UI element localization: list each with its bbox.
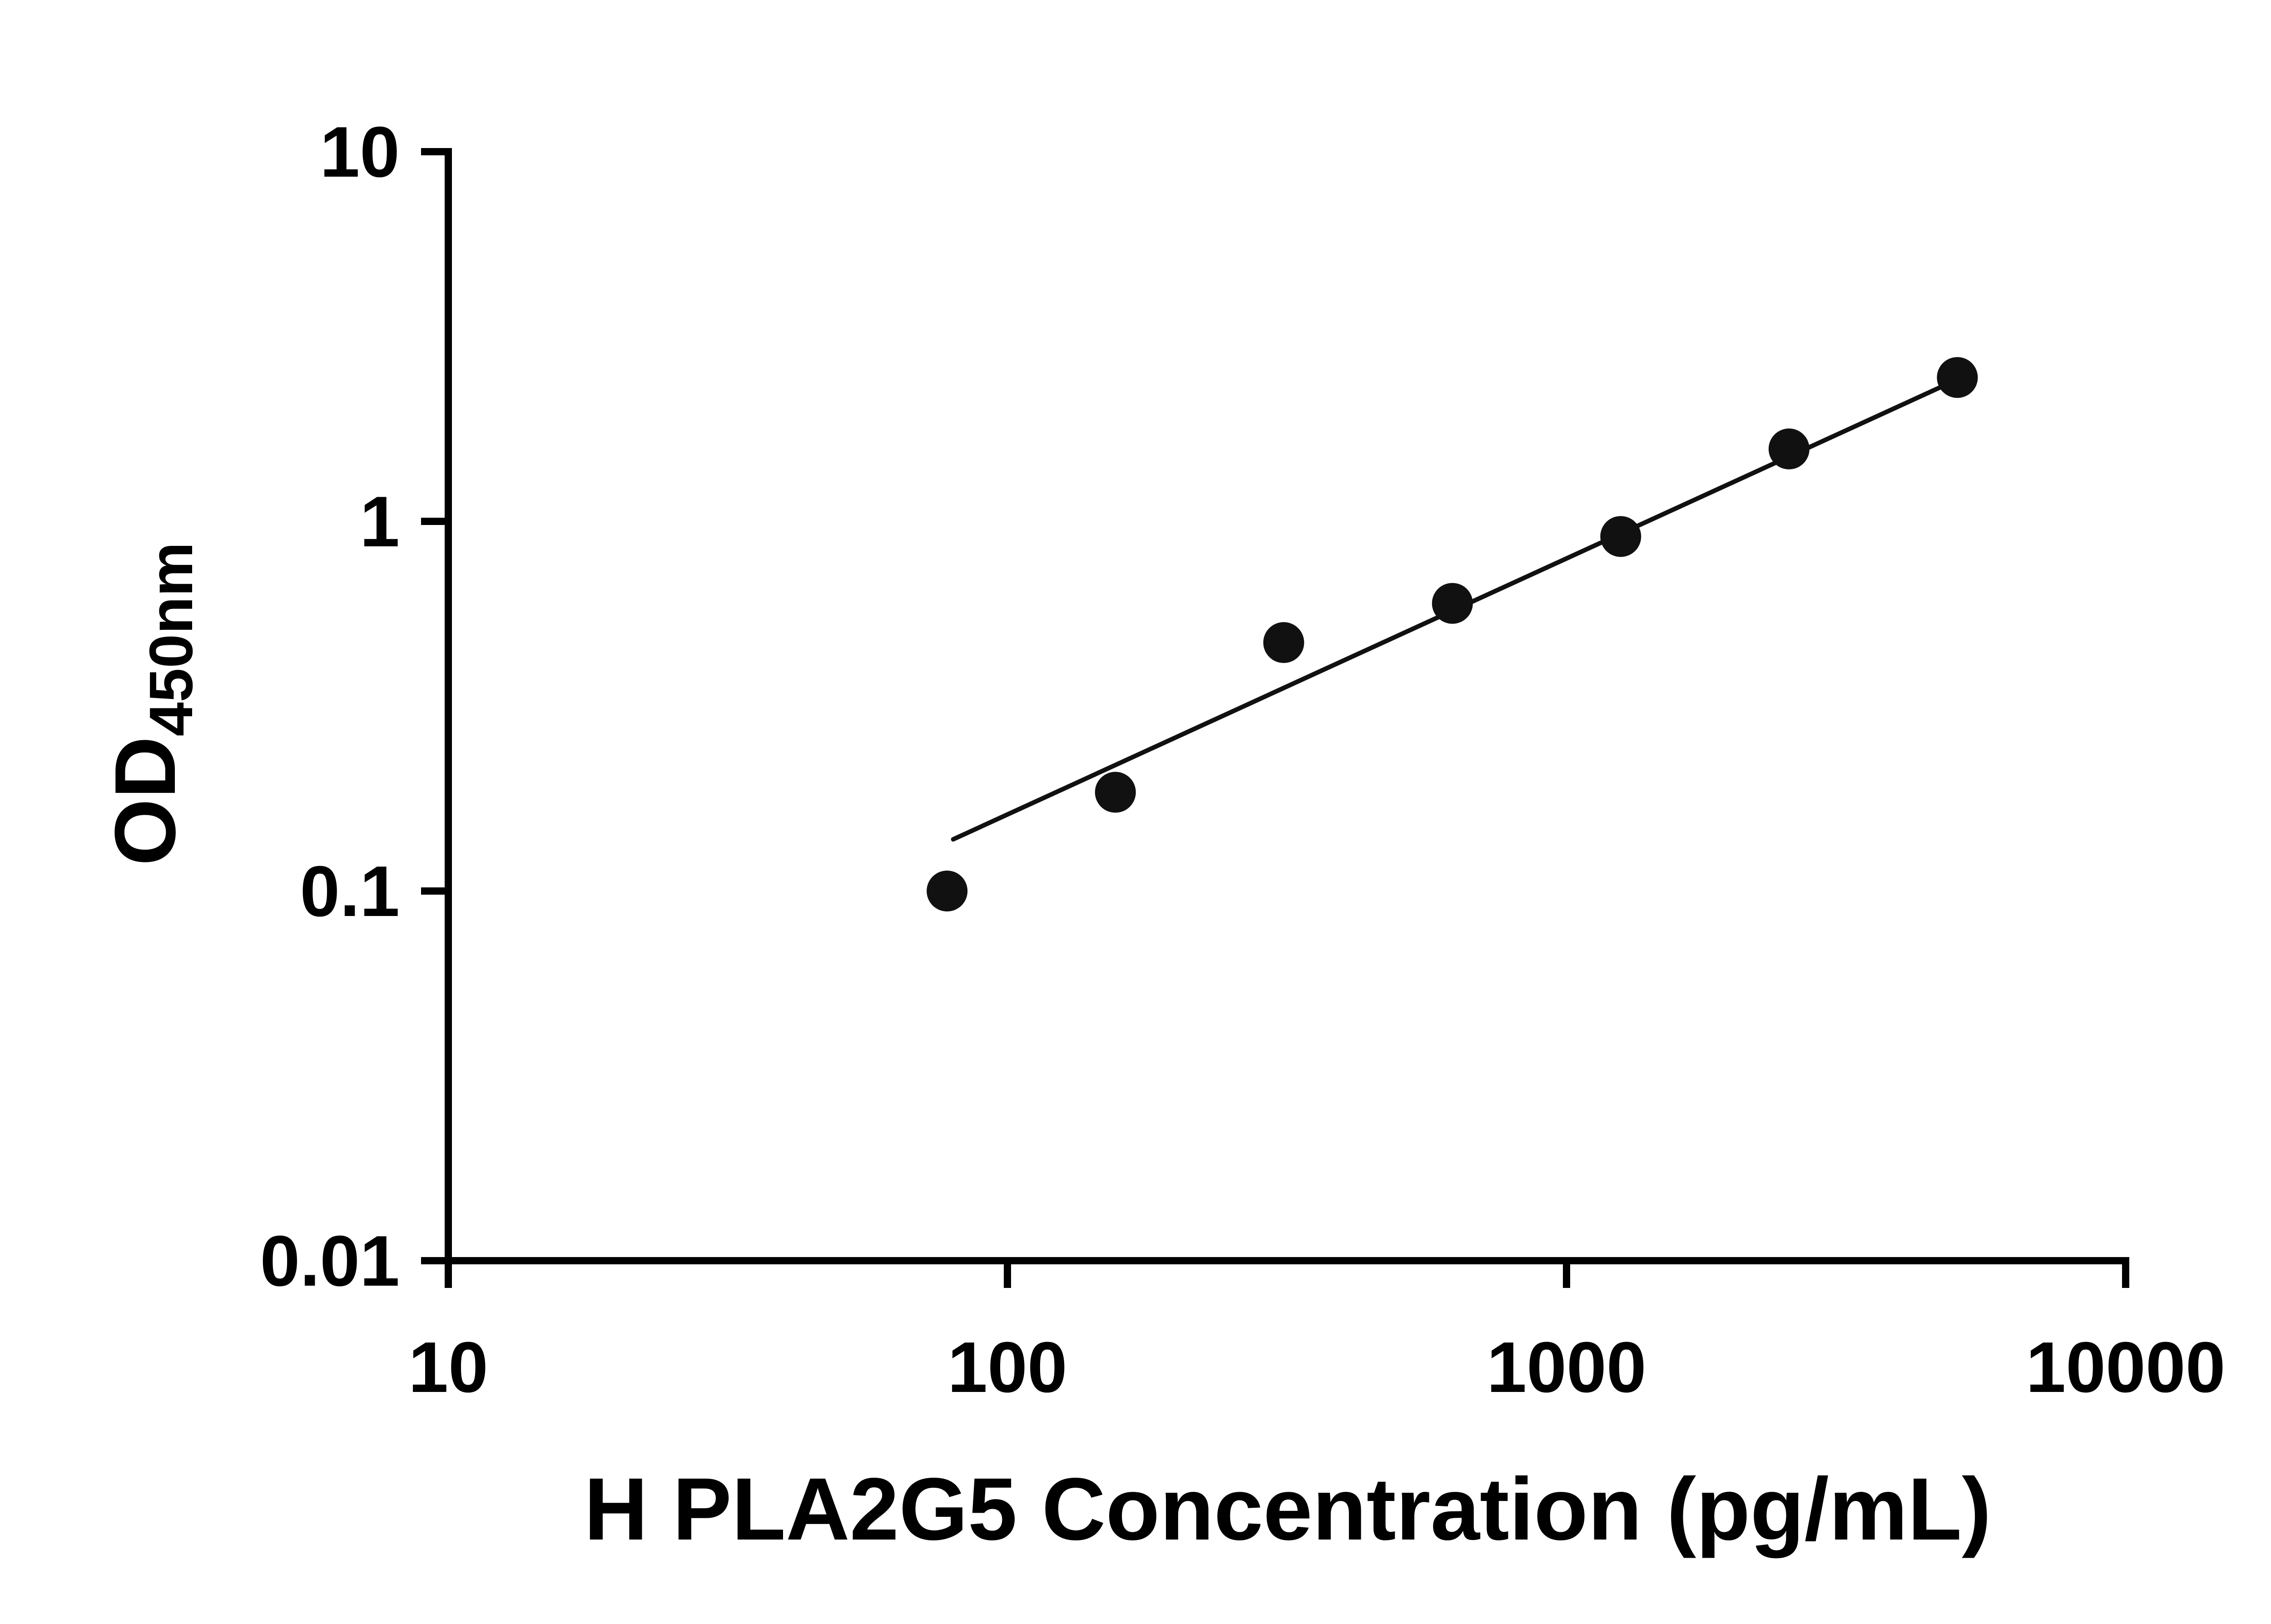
plot-area: 0.01 0.1 1 10 10 100 1000 10000: [260, 112, 2225, 1407]
y-axis-title: OD450nm: [97, 542, 205, 866]
x-tick-label: 100: [947, 1327, 1067, 1407]
data-point: [1768, 428, 1810, 470]
data-point: [1600, 516, 1641, 557]
data-point: [1263, 622, 1304, 663]
y-tick-label: 0.1: [300, 852, 400, 931]
data-point: [1432, 583, 1473, 624]
y-tick-label: 10: [320, 112, 400, 192]
y-tick-label: 1: [360, 482, 400, 562]
x-tick-label: 10000: [2026, 1327, 2225, 1407]
data-point: [1937, 357, 1978, 398]
y-axis-title-subscript: 450nm: [137, 542, 205, 737]
y-tick-label: 0.01: [260, 1221, 400, 1301]
data-point: [1095, 772, 1136, 813]
y-axis-title-main: OD: [97, 736, 193, 866]
x-axis-title: H PLA2G5 Concentration (pg/mL): [584, 1460, 1991, 1559]
x-tick-label: 1000: [1487, 1327, 1646, 1407]
data-point: [927, 871, 968, 911]
x-tick-label: 10: [408, 1327, 488, 1407]
